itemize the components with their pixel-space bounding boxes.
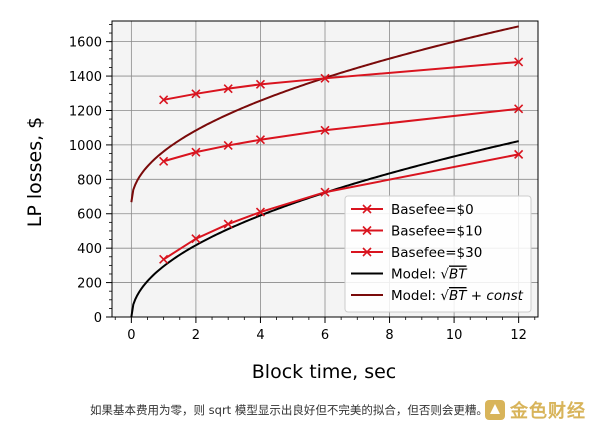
legend-label-prefix: Model: √ xyxy=(391,288,449,304)
legend-label-sqrt-arg: BT xyxy=(449,288,468,304)
data-point xyxy=(223,84,233,94)
data-point xyxy=(159,254,169,264)
marker-stroke xyxy=(320,187,330,197)
watermark-logo-icon xyxy=(485,400,505,420)
marker-stroke xyxy=(159,254,169,264)
data-point xyxy=(223,219,233,229)
y-tick-label: 1200 xyxy=(69,104,102,119)
marker-stroke xyxy=(223,219,233,229)
data-point xyxy=(191,147,201,157)
marker-stroke xyxy=(320,125,330,135)
legend-label: Basefee=$30 xyxy=(391,245,482,261)
data-point xyxy=(159,95,169,105)
series-layer xyxy=(130,25,524,318)
x-tick-label: 2 xyxy=(192,328,200,343)
data-point xyxy=(223,140,233,150)
legend-marker xyxy=(362,247,372,257)
legend-label-prefix: Model: √ xyxy=(391,267,449,283)
legend-label-suffix: + const xyxy=(467,288,524,304)
marker-stroke xyxy=(362,225,372,236)
data-point xyxy=(255,135,266,145)
data-point xyxy=(320,73,330,83)
legend-box xyxy=(344,195,532,313)
y-tick-label: 1400 xyxy=(69,70,102,85)
data-point xyxy=(255,79,266,89)
data-point xyxy=(191,234,201,244)
caption: 如果基本费用为零，则 sqrt 模型显示出良好但不完美的拟合，但否则会更糟。 xyxy=(90,403,488,417)
x-tick-label: 6 xyxy=(321,328,329,343)
x-tick-label: 4 xyxy=(256,328,264,343)
marker-stroke xyxy=(320,73,330,83)
marker-stroke xyxy=(255,207,266,217)
legend-label-sqrt-arg: BT xyxy=(449,267,468,283)
marker-stroke xyxy=(255,135,266,145)
data-point xyxy=(191,89,201,99)
marker-stroke xyxy=(362,204,372,214)
marker-stroke xyxy=(159,156,169,166)
y-tick-label: 400 xyxy=(77,242,102,257)
y-tick-label: 0 xyxy=(94,311,102,326)
y-axis-label: LP losses, $ xyxy=(24,117,46,228)
series-line-1 xyxy=(163,107,519,163)
y-tick-label: 800 xyxy=(77,173,102,188)
legend-marker xyxy=(362,204,372,214)
data-point xyxy=(159,156,169,166)
data-point xyxy=(255,207,266,217)
data-point xyxy=(514,57,524,67)
legend-label: Basefee=$0 xyxy=(391,202,474,218)
x-tick-label: 12 xyxy=(510,328,527,343)
marker-stroke xyxy=(223,140,233,150)
legend: Basefee=$0 Basefee=$10 Basefee=$30 Model: √… xyxy=(344,195,532,313)
watermark-text: 金色财经 xyxy=(510,401,586,422)
legend-label: Model: √BT xyxy=(391,267,468,283)
marker-stroke xyxy=(159,95,169,105)
series-line-2 xyxy=(163,60,519,101)
marker-stroke xyxy=(223,84,233,94)
marker-stroke xyxy=(191,147,201,157)
series-line-0 xyxy=(163,153,519,261)
legend-label: Basefee=$10 xyxy=(391,224,482,240)
marker-stroke xyxy=(514,57,524,67)
y-tick-label: 1600 xyxy=(69,36,102,51)
x-tick-label: 8 xyxy=(385,328,393,343)
legend-label: Model: √BT + const xyxy=(391,288,524,304)
marker-stroke xyxy=(514,104,524,114)
marker-stroke xyxy=(514,149,524,159)
marker-stroke xyxy=(191,89,201,99)
marker-stroke xyxy=(362,247,372,257)
data-point xyxy=(320,187,330,197)
data-point xyxy=(514,104,524,114)
x-tick-label: 10 xyxy=(446,328,463,343)
y-tick-label: 1000 xyxy=(69,139,102,154)
legend-marker xyxy=(362,225,372,236)
marker-stroke xyxy=(255,79,266,89)
y-tick-label: 600 xyxy=(77,208,102,223)
x-axis-label: Block time, sec xyxy=(252,361,396,383)
watermark: 金色财经 xyxy=(484,397,586,423)
marker-stroke xyxy=(191,234,201,244)
y-tick-label: 200 xyxy=(77,277,102,292)
data-point xyxy=(320,125,330,135)
axes: 0 2 4 6 8 10 12 0 200 400 600 800 1000 1200 1400 1600 xyxy=(69,24,536,343)
data-point xyxy=(514,149,524,159)
x-tick-label: 0 xyxy=(127,328,135,343)
